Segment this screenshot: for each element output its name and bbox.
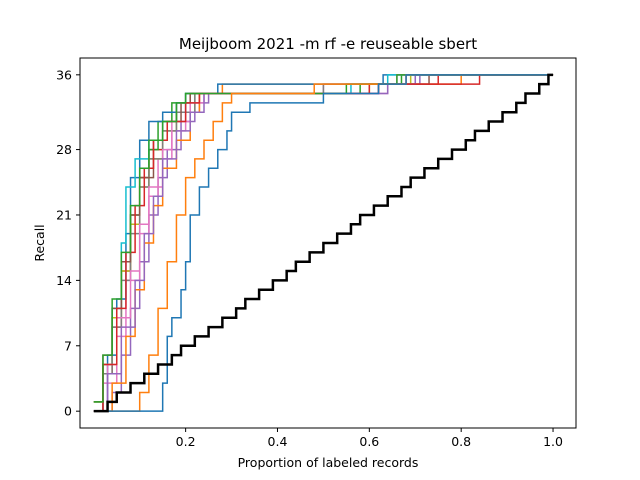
y-tick-label: 14 <box>56 273 72 288</box>
x-tick-label: 0.2 <box>176 434 196 449</box>
x-tick-label: 0.8 <box>451 434 471 449</box>
x-tick-label: 0.6 <box>359 434 379 449</box>
recall-curve-4 <box>93 74 554 412</box>
y-axis: 0 7 14 21 28 36 <box>56 67 80 419</box>
x-tick-label: 0.4 <box>268 434 288 449</box>
y-tick-label: 21 <box>56 207 72 222</box>
recall-curve-3 <box>93 74 554 403</box>
x-axis-label: Proportion of labeled records <box>238 455 419 470</box>
x-axis: 0.2 0.4 0.6 0.8 1.0 <box>176 428 563 449</box>
recall-curve-5 <box>93 74 554 412</box>
plot-frame <box>79 57 577 429</box>
y-tick-label: 28 <box>56 142 72 157</box>
recall-curve-1 <box>93 74 554 412</box>
y-tick-label: 0 <box>64 404 72 419</box>
y-tick-label: 36 <box>56 67 72 82</box>
chart-title: Meijboom 2021 -m rf -e reuseable sbert <box>179 35 477 53</box>
series-layer <box>93 73 554 413</box>
recall-curve-2 <box>93 74 554 412</box>
y-axis-label: Recall <box>32 224 47 261</box>
y-tick-label: 7 <box>64 338 72 353</box>
random-baseline-line <box>93 73 554 413</box>
x-tick-label: 1.0 <box>543 434 563 449</box>
plot-area <box>93 73 554 413</box>
